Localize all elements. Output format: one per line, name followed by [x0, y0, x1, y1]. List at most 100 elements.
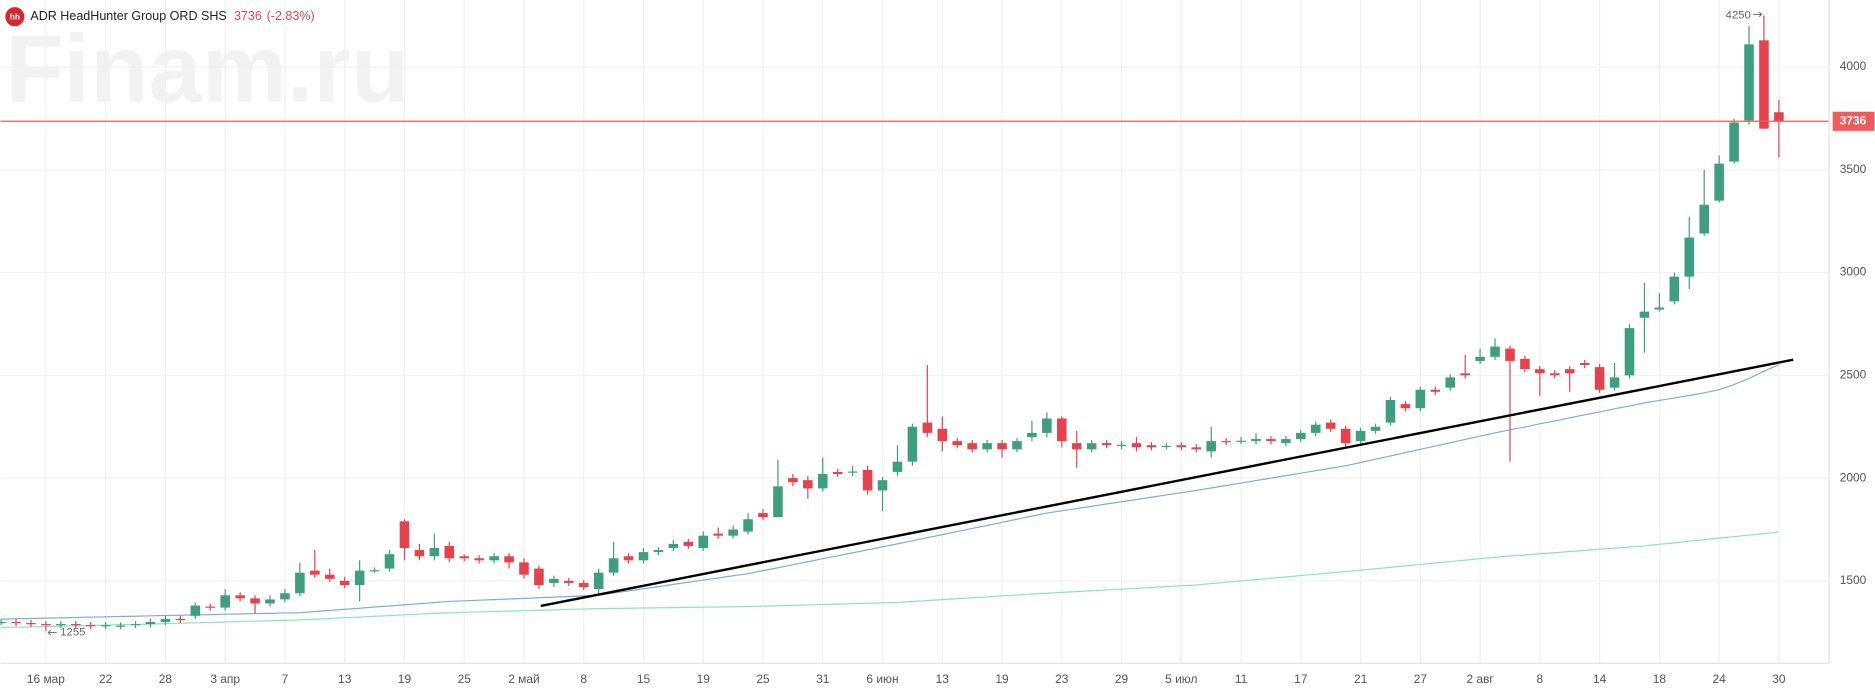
candle-body [847, 471, 858, 473]
x-tick-label: 28 [159, 672, 173, 686]
candle-body [1579, 363, 1590, 366]
candle-body [1714, 163, 1724, 201]
candle-body [803, 480, 813, 489]
candle-body [1684, 237, 1695, 277]
candle-body [310, 570, 320, 575]
candle-body [1609, 377, 1620, 388]
candle-body [1490, 346, 1500, 357]
candle-body [788, 478, 798, 483]
x-tick-label: 23 [1055, 672, 1069, 686]
candle-body [608, 558, 619, 573]
candle-body [1699, 204, 1709, 234]
x-tick-label: 25 [458, 672, 472, 686]
candle-body [1759, 40, 1769, 129]
x-tick-label: 19 [398, 672, 412, 686]
candle-body [1161, 445, 1172, 448]
candle-body [235, 595, 245, 599]
x-tick-label: 11 [1235, 672, 1248, 686]
candle-body [623, 556, 634, 561]
candle-body [997, 443, 1007, 450]
candle-body [1594, 367, 1605, 390]
candle-body [1550, 373, 1560, 376]
candle-body [1669, 276, 1680, 302]
x-tick-label: 8 [580, 672, 587, 686]
candle-body [11, 622, 21, 624]
candle-body [1535, 369, 1545, 374]
max-arrow [1753, 11, 1763, 18]
x-tick-label: 31 [816, 672, 830, 686]
candle-body [100, 625, 111, 627]
candle-body [698, 535, 709, 549]
max-label: 4250 [1726, 10, 1751, 22]
candle-body [1101, 443, 1112, 446]
candle-body [638, 552, 649, 561]
candle-body [1116, 444, 1127, 447]
header-price: 3736 [234, 9, 262, 23]
trend-line [540, 358, 1794, 608]
candle-body [862, 469, 873, 491]
candle-body [354, 570, 365, 586]
candle-body [743, 519, 753, 532]
candle-body [26, 623, 36, 625]
candle-body [683, 541, 694, 546]
candle-body [937, 428, 948, 442]
candle-body [250, 598, 260, 604]
candle-body [130, 624, 141, 626]
x-tick-label: 8 [1537, 672, 1544, 686]
candle-body [175, 618, 186, 621]
candle-body [1639, 311, 1650, 318]
candle-body [339, 580, 350, 586]
y-tick-label: 3000 [1840, 265, 1867, 279]
candle-body [1400, 404, 1411, 409]
candle-body [56, 624, 66, 626]
candle-body [907, 426, 918, 462]
candle-body [877, 480, 888, 491]
y-tick-label: 2000 [1840, 470, 1867, 484]
candle-body [1131, 443, 1142, 448]
candle-body [1325, 422, 1336, 429]
candle-body [1774, 112, 1784, 122]
x-tick-label: 13 [936, 672, 950, 686]
candle-body [1071, 443, 1082, 450]
x-tick-label: 17 [1294, 672, 1308, 686]
x-tick-label: 27 [1414, 672, 1428, 686]
candle-body [145, 622, 156, 625]
candle-body [1027, 432, 1037, 438]
candle-body [1251, 439, 1261, 442]
candle-body [414, 550, 425, 557]
x-tick-label: 25 [756, 672, 770, 686]
candle-body [265, 599, 275, 604]
candle-body [1654, 307, 1665, 310]
candle-body [1445, 377, 1456, 388]
candle-body [952, 441, 963, 446]
moving-average [1, 531, 1779, 629]
grid [0, 0, 1830, 664]
x-tick-label: 19 [995, 672, 1009, 686]
candle-body [1236, 440, 1246, 442]
x-tick-label: 2 май [508, 672, 539, 686]
candle-body [1355, 430, 1366, 442]
candle-body [1475, 356, 1485, 361]
y-tick-label: 1500 [1840, 573, 1867, 587]
x-tick-label: 2 авг [1466, 672, 1493, 686]
candle-body [1206, 441, 1216, 452]
candle-body [324, 574, 335, 579]
logo-text: hh [10, 12, 20, 22]
y-tick-label: 4000 [1840, 59, 1867, 73]
candle-body [1191, 447, 1202, 450]
candle-body [578, 582, 589, 588]
candle-body [444, 545, 455, 559]
candle-body [489, 556, 499, 561]
candle-body [1310, 424, 1321, 433]
candle-body [773, 486, 783, 518]
candle-body [160, 618, 171, 623]
candle-body [1729, 122, 1739, 162]
title: ADR HeadHunter Group ORD SHS [30, 9, 226, 23]
price-badge [1832, 111, 1875, 131]
candle-body [967, 443, 977, 450]
candle-body [713, 533, 723, 536]
candle-body [1415, 389, 1426, 409]
